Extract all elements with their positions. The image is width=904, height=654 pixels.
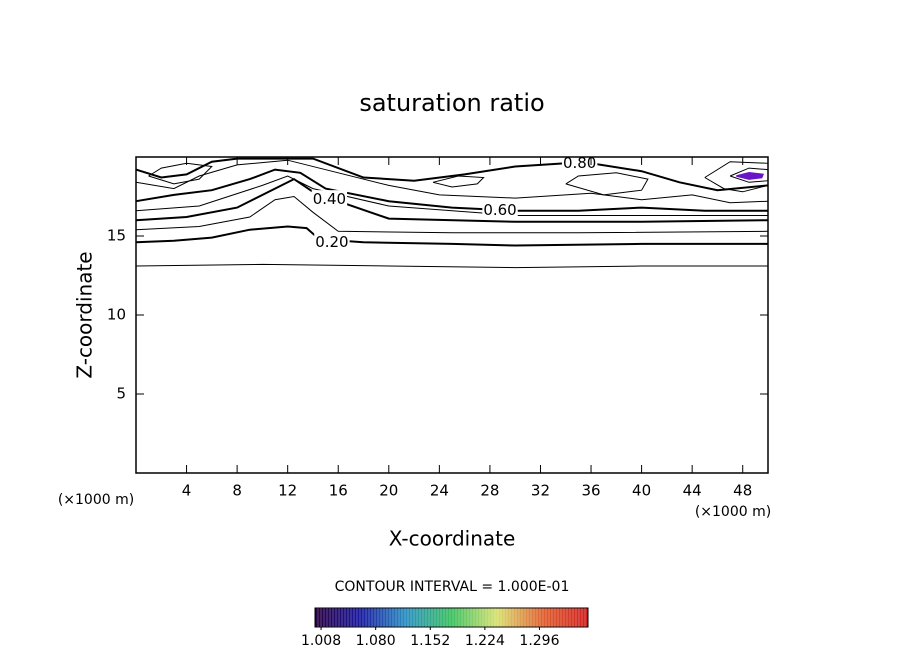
colorbar bbox=[314, 607, 589, 628]
x-tick-label: 36 bbox=[581, 482, 600, 500]
x-tick-label: 44 bbox=[683, 482, 702, 500]
contour-label-bg bbox=[561, 153, 598, 172]
y-tick-label: 10 bbox=[107, 306, 126, 324]
contour-label-bg bbox=[482, 201, 518, 220]
x-tick-label: 8 bbox=[232, 482, 242, 500]
contour-label-group: 0.80 bbox=[561, 153, 598, 172]
contour-label: 0.80 bbox=[563, 154, 596, 172]
contour-line bbox=[565, 172, 649, 196]
x-tick-label: 28 bbox=[480, 482, 499, 500]
colorbar-tick-label: 1.296 bbox=[519, 633, 559, 649]
contour-label-group: 0.40 bbox=[311, 190, 348, 209]
contour-label-group: 0.20 bbox=[314, 232, 350, 251]
contour-line bbox=[432, 175, 485, 188]
contour-label: 0.20 bbox=[315, 233, 348, 251]
x-tick-label: 12 bbox=[278, 482, 297, 500]
contour-line bbox=[135, 175, 768, 216]
contour-interval: CONTOUR INTERVAL = 1.000E-01 bbox=[335, 579, 570, 595]
x-tick-label: 16 bbox=[329, 482, 348, 500]
colorbar-tick-label: 1.224 bbox=[465, 633, 505, 649]
contour-line bbox=[135, 225, 768, 247]
contour-line bbox=[148, 162, 213, 185]
colorbar-tick-label: 1.152 bbox=[410, 633, 450, 649]
contour-label: 0.60 bbox=[483, 201, 516, 219]
contour-label: 0.40 bbox=[313, 190, 346, 208]
x-tick-label: 40 bbox=[632, 482, 651, 500]
filled-region bbox=[736, 172, 765, 180]
contour-line bbox=[135, 168, 768, 212]
contour-line bbox=[135, 159, 769, 204]
y-axis-label: Z-coordinate bbox=[73, 251, 97, 378]
y-unit: (×1000 m) bbox=[58, 492, 134, 508]
contour-label-bg bbox=[314, 232, 350, 251]
x-tick-label: 48 bbox=[733, 482, 752, 500]
plot-frame bbox=[135, 156, 769, 474]
x-tick-label: 24 bbox=[430, 482, 449, 500]
x-unit: (×1000 m) bbox=[695, 504, 771, 520]
contour-line bbox=[135, 263, 768, 269]
y-tick-label: 5 bbox=[116, 385, 126, 403]
contour-label-group: 0.60 bbox=[482, 201, 518, 220]
x-tick-label: 32 bbox=[531, 482, 550, 500]
colorbar-tick-label: 1.008 bbox=[301, 633, 341, 649]
colorbar-tick-label: 1.080 bbox=[356, 633, 396, 649]
contour-label-bg bbox=[311, 190, 348, 209]
contour-line bbox=[135, 195, 769, 234]
x-tick-label: 20 bbox=[379, 482, 398, 500]
x-tick-label: 4 bbox=[182, 482, 192, 500]
chart-title: saturation ratio bbox=[359, 89, 544, 117]
x-axis-label: X-coordinate bbox=[389, 527, 516, 551]
y-tick-label: 15 bbox=[107, 227, 126, 245]
